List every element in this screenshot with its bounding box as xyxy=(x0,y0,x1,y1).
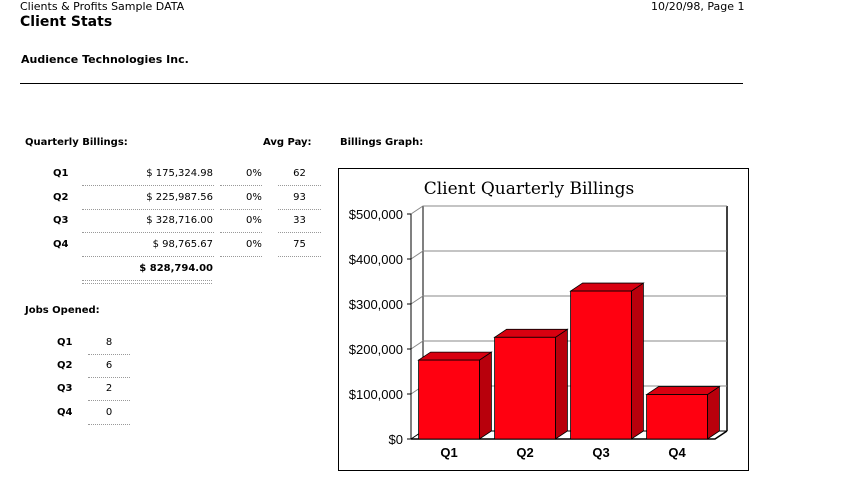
y-tick-label: $400,000 xyxy=(349,252,403,267)
y-tick-label: $300,000 xyxy=(349,297,403,312)
quarter-label: Q2 xyxy=(53,192,69,203)
row-divider xyxy=(88,377,130,378)
billing-percent: 0% xyxy=(246,215,262,226)
jobs-value: 8 xyxy=(105,337,113,348)
avg-pay-value: 33 xyxy=(293,215,306,226)
billing-percent: 0% xyxy=(246,168,262,179)
billings-chart-svg: Client Quarterly Billings $0 $100,000 $200,… xyxy=(349,179,728,460)
jobs-value: 6 xyxy=(105,360,113,371)
quarter-label: Q1 xyxy=(53,168,69,179)
billing-percent: 0% xyxy=(246,192,262,203)
total-double-rule xyxy=(82,280,212,284)
row-divider xyxy=(278,209,321,210)
jobs-opened-heading: Jobs Opened: xyxy=(25,305,100,316)
company-name: Audience Technologies Inc. xyxy=(21,53,189,66)
quarter-label: Q4 xyxy=(53,239,69,250)
billing-amount: $ 225,987.56 xyxy=(146,192,213,203)
row-divider xyxy=(220,185,262,186)
bar-top xyxy=(417,351,493,361)
bar xyxy=(570,290,632,440)
billing-percent: 0% xyxy=(246,239,262,250)
y-tick-label: $200,000 xyxy=(349,342,403,357)
y-tick-label: $0 xyxy=(389,432,403,447)
row-divider xyxy=(220,209,262,210)
quarter-label: Q2 xyxy=(57,360,73,371)
row-divider xyxy=(82,209,214,210)
jobs-value: 0 xyxy=(105,407,113,418)
bar-side xyxy=(554,328,568,440)
bar xyxy=(418,359,480,440)
avg-pay-heading: Avg Pay: xyxy=(263,137,312,148)
billing-amount: $ 328,716.00 xyxy=(146,215,213,226)
header-divider xyxy=(20,83,743,84)
bar-side xyxy=(706,385,720,440)
x-tick-label: Q1 xyxy=(440,445,457,460)
row-divider xyxy=(220,256,262,257)
quarter-label: Q1 xyxy=(57,337,73,348)
row-divider xyxy=(278,256,321,257)
quarter-label: Q4 xyxy=(57,407,73,418)
bar-side xyxy=(630,282,644,440)
row-divider xyxy=(220,232,262,233)
row-divider xyxy=(278,232,321,233)
row-divider xyxy=(82,185,214,186)
billings-graph-heading: Billings Graph: xyxy=(340,137,424,148)
row-divider xyxy=(88,354,130,355)
bar xyxy=(646,394,708,440)
billing-amount: $ 98,765.67 xyxy=(152,239,213,250)
chart-gridline xyxy=(410,295,727,305)
bar-top xyxy=(645,386,721,395)
billing-amount: $ 175,324.98 xyxy=(146,168,213,179)
jobs-value: 2 xyxy=(105,383,113,394)
chart-gridline xyxy=(410,205,727,215)
x-tick-label: Q4 xyxy=(668,445,686,460)
row-divider xyxy=(88,400,130,401)
report-source: Clients & Profits Sample DATA xyxy=(20,0,185,13)
report-date-page: 10/20/98, Page 1 xyxy=(651,0,745,13)
bar-side xyxy=(478,351,492,440)
billings-total: $ 828,794.00 xyxy=(139,263,213,274)
x-tick-label: Q3 xyxy=(592,445,609,460)
avg-pay-value: 75 xyxy=(293,239,306,250)
quarterly-billings-heading: Quarterly Billings: xyxy=(25,137,128,148)
y-tick-label: $100,000 xyxy=(349,387,403,402)
quarter-label: Q3 xyxy=(57,383,73,394)
avg-pay-value: 62 xyxy=(293,168,306,179)
avg-pay-value: 93 xyxy=(293,192,306,203)
chart-gridline xyxy=(410,250,727,260)
x-tick-label: Q2 xyxy=(516,445,533,460)
chart-title: Client Quarterly Billings xyxy=(424,179,635,199)
bar-top xyxy=(493,328,569,338)
row-divider xyxy=(82,256,214,257)
quarter-label: Q3 xyxy=(53,215,69,226)
row-divider xyxy=(88,424,130,425)
report-title: Client Stats xyxy=(20,14,113,30)
y-tick-label: $500,000 xyxy=(349,207,403,222)
chart-gridline xyxy=(410,340,727,350)
bar-top xyxy=(569,282,645,292)
billings-chart: Client Quarterly Billings $0 $100,000 $200,… xyxy=(338,168,749,471)
row-divider xyxy=(278,185,321,186)
bar xyxy=(494,336,556,440)
row-divider xyxy=(82,232,214,233)
